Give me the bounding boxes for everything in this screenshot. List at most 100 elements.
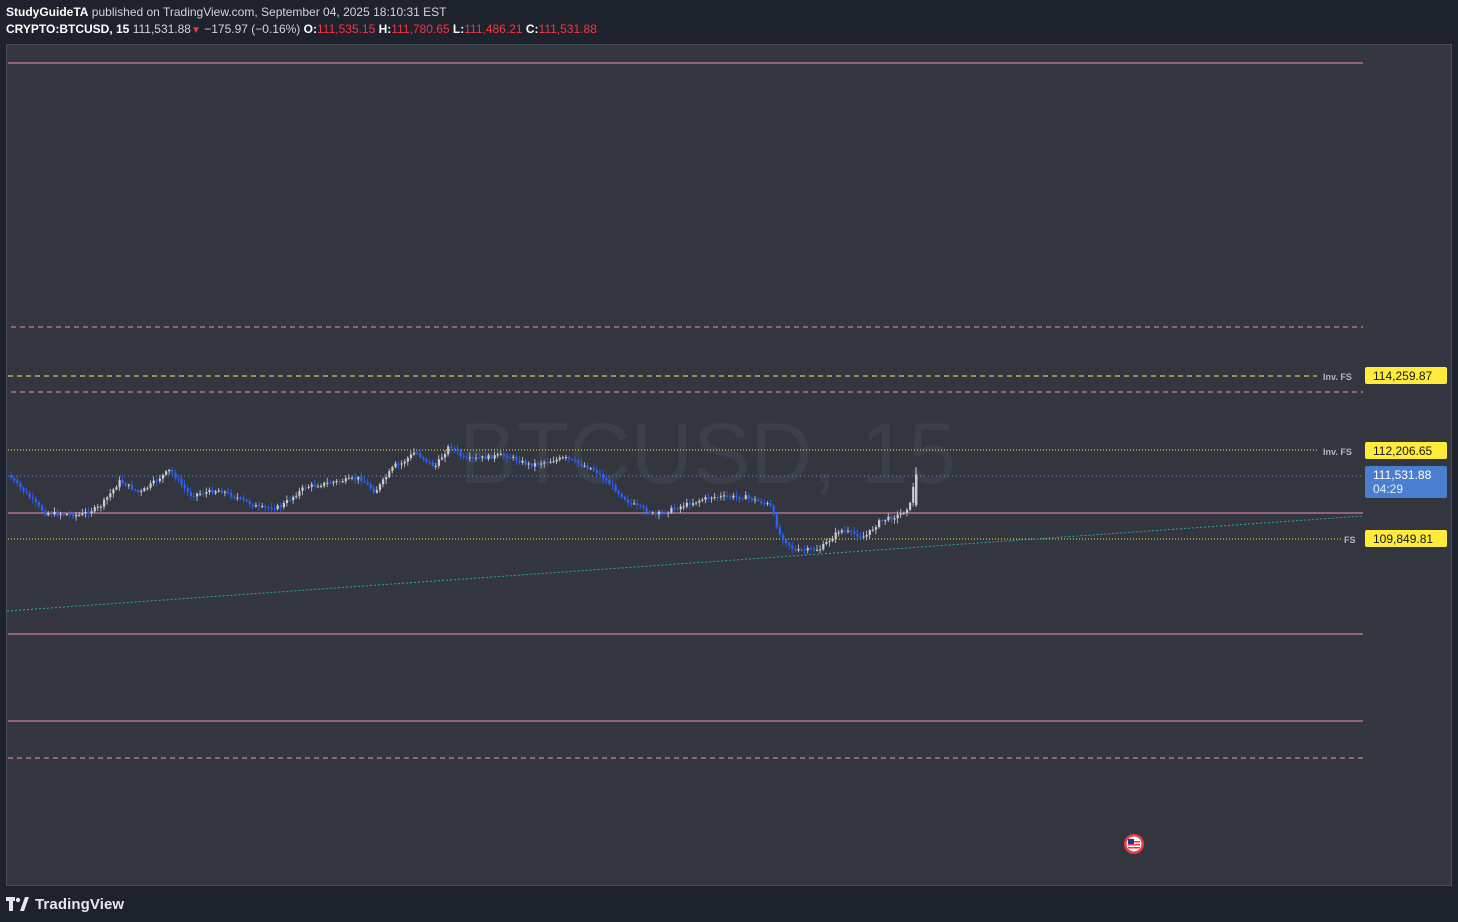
open-value: 111,535.15 [317, 22, 376, 36]
candle-body [304, 487, 307, 489]
candle-body [242, 497, 245, 500]
published-text: published on TradingView.com, September … [91, 5, 447, 19]
candle-body [47, 513, 50, 515]
candle-body [620, 493, 623, 497]
horizontal-lines[interactable] [8, 62, 1363, 759]
candle-body [847, 530, 850, 532]
candle-body [819, 549, 822, 551]
candle-body [369, 484, 372, 489]
candle-body [797, 549, 800, 551]
candle-body [78, 514, 81, 516]
price-label-114259: 114,259.87 [1373, 369, 1432, 383]
candle-body [214, 491, 217, 494]
candle-body [772, 505, 775, 515]
candle-body [484, 456, 487, 459]
candle-body [34, 498, 37, 503]
candle-body [19, 482, 22, 488]
candle-body [310, 484, 313, 487]
candle-body [775, 514, 778, 528]
candle-body [909, 502, 912, 510]
candle-body [692, 503, 695, 506]
candle-body [552, 461, 555, 463]
candle-body [81, 512, 84, 515]
candle-body [22, 487, 25, 492]
candle-body [444, 454, 447, 458]
candle-body [490, 455, 493, 459]
candle-body [124, 483, 127, 486]
candle-body [109, 493, 112, 498]
candle-body [558, 457, 561, 460]
author-name[interactable]: StudyGuideTA [6, 5, 89, 19]
chart-pane[interactable]: BTCUSD, 15 Inv. FS Inv. FS FS 114,259.87 [6, 44, 1452, 886]
candle-body [121, 480, 124, 484]
candle-body [434, 465, 437, 467]
candle-body [391, 467, 394, 472]
candle-body [614, 484, 617, 492]
close-value: 111,531.88 [538, 22, 597, 36]
candle-body [493, 455, 496, 459]
candle-body [422, 457, 425, 460]
teal-trendline[interactable] [7, 515, 1364, 612]
candle-body [642, 506, 645, 508]
candle-body [285, 500, 289, 503]
us-flag-icon[interactable] [1124, 834, 1144, 854]
footer-brand[interactable]: TradingView [6, 893, 124, 915]
symbol-label[interactable]: CRYPTO:BTCUSD, 15 [6, 22, 130, 36]
candle-body [589, 468, 592, 470]
candle-body [375, 490, 378, 493]
low-label: L: [452, 22, 465, 36]
candle-body [651, 512, 654, 514]
candle-body [723, 495, 726, 497]
candle-body [754, 499, 757, 501]
candle-body [378, 484, 382, 491]
candle-body [859, 536, 862, 538]
candle-body [639, 505, 642, 507]
candle-body [568, 457, 571, 459]
candle-body [406, 458, 409, 462]
candle-body [431, 462, 434, 467]
candle-body [462, 455, 465, 458]
candle-body [453, 447, 456, 450]
price-label-112206: 112,206.65 [1373, 444, 1432, 458]
candle-body [831, 538, 834, 541]
candle-body [471, 457, 475, 459]
candle-body [822, 543, 825, 550]
candle-body [41, 505, 44, 511]
candle-body [146, 487, 149, 489]
chart-header: StudyGuideTA published on TradingView.co… [6, 4, 1446, 42]
candle-body [397, 463, 400, 465]
candle-body [37, 502, 41, 506]
candle-body [16, 480, 19, 483]
candle-body [499, 453, 502, 455]
candle-body [741, 498, 744, 500]
chart-canvas[interactable]: BTCUSD, 15 Inv. FS Inv. FS FS 114,259.87 [7, 45, 1451, 885]
candle-body [788, 543, 791, 546]
candle-body [515, 456, 518, 461]
tradingview-brand-text: TradingView [35, 895, 125, 913]
candle-body [583, 465, 586, 467]
candle-body [394, 463, 397, 468]
candle-body [68, 514, 72, 516]
symbol-watermark: BTCUSD, 15 [459, 406, 956, 502]
candle-body [276, 505, 279, 510]
line-tag-invfs-lower: Inv. FS [1323, 447, 1352, 457]
candle-body [459, 451, 462, 456]
candle-body [735, 495, 738, 497]
candle-body [778, 527, 781, 535]
candle-body [326, 482, 329, 484]
candle-body [236, 497, 239, 499]
candle-body [258, 505, 261, 507]
candle-body [279, 505, 282, 508]
candle-body [28, 493, 31, 498]
candle-body [636, 503, 639, 506]
candle-body [233, 496, 236, 498]
candle-body [853, 531, 856, 534]
candle-body [580, 463, 583, 466]
price-label-bg-1 [1365, 367, 1447, 384]
candle-body [546, 462, 549, 464]
candle-body [211, 489, 214, 494]
open-label: O: [303, 22, 317, 36]
candle-body [87, 511, 90, 514]
candle-body [533, 463, 537, 467]
candle-body [837, 532, 840, 534]
